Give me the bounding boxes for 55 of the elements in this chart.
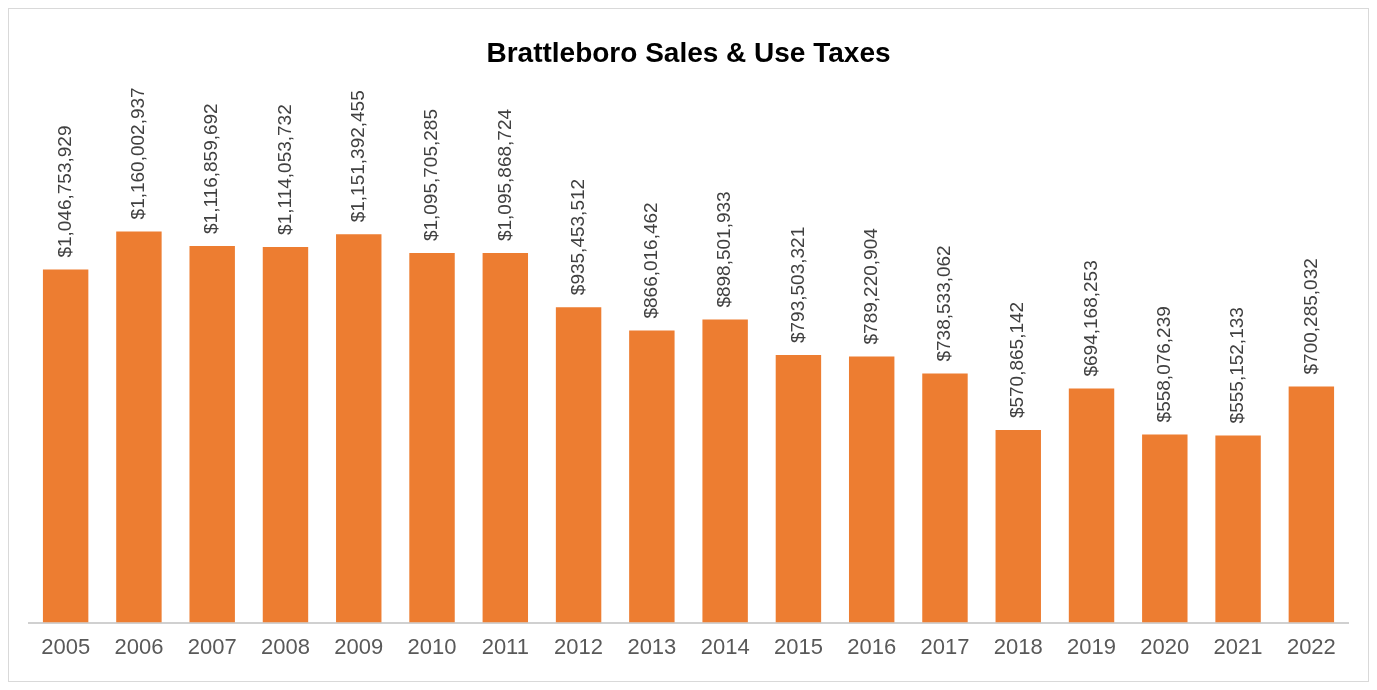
data-label: $570,865,142 [1006,301,1028,419]
data-label: $1,151,392,455 [346,90,368,223]
x-tick-label: 2005 [41,633,91,659]
x-tick-label: 2014 [700,633,750,659]
bar [775,355,822,623]
bar [848,356,895,623]
data-label: $1,114,053,732 [273,104,295,235]
data-label: $866,016,462 [640,202,662,319]
x-tick-label: 2007 [187,633,237,659]
x-tick-label: 2015 [773,633,823,659]
chart-title: Brattleboro Sales & Use Taxes [486,36,891,68]
x-tick-label: 2013 [627,633,677,659]
x-tick-label: 2006 [114,633,164,659]
bar [629,330,675,623]
data-label: $1,046,753,929 [53,125,75,258]
bar [1288,386,1335,623]
x-tick-label: 2018 [993,633,1043,659]
x-tick-label: 2011 [481,633,529,659]
x-tick-label: 2021 [1213,633,1263,659]
bar [922,373,968,623]
data-label: $694,168,253 [1079,260,1101,377]
data-label: $700,285,032 [1299,258,1321,375]
data-label: $935,453,512 [566,178,588,296]
data-label: $898,501,933 [713,191,735,308]
data-label: $1,116,859,692 [200,103,222,234]
bar [482,253,529,623]
data-label: $1,160,002,937 [127,87,149,220]
bar [189,245,235,623]
x-tick-label: 2017 [920,633,970,659]
data-label: $793,503,321 [786,226,808,344]
data-label: $738,533,062 [933,245,955,362]
data-label: $789,220,904 [859,227,881,345]
bar [1142,434,1188,623]
x-tick-label: 2010 [407,633,457,659]
bar [42,269,89,623]
bar [995,430,1041,623]
bar [262,246,309,623]
bar [702,319,748,623]
data-label: $1,095,705,285 [420,109,442,242]
bar [409,253,455,623]
x-tick-label: 2016 [847,633,897,659]
x-tick-label: 2020 [1140,633,1190,659]
x-tick-label: 2022 [1286,633,1336,659]
x-tick-label: 2009 [334,633,384,659]
bar [116,231,162,623]
bar [336,234,382,623]
x-tick-label: 2012 [554,633,604,659]
bar [1215,435,1261,623]
data-label: $1,095,868,724 [493,108,515,242]
x-tick-label: 2019 [1067,633,1116,659]
x-tick-label: 2008 [261,633,310,659]
data-label: $555,152,133 [1226,307,1248,424]
data-label: $558,076,239 [1153,306,1175,423]
bar [1068,388,1115,623]
bar [555,307,602,623]
